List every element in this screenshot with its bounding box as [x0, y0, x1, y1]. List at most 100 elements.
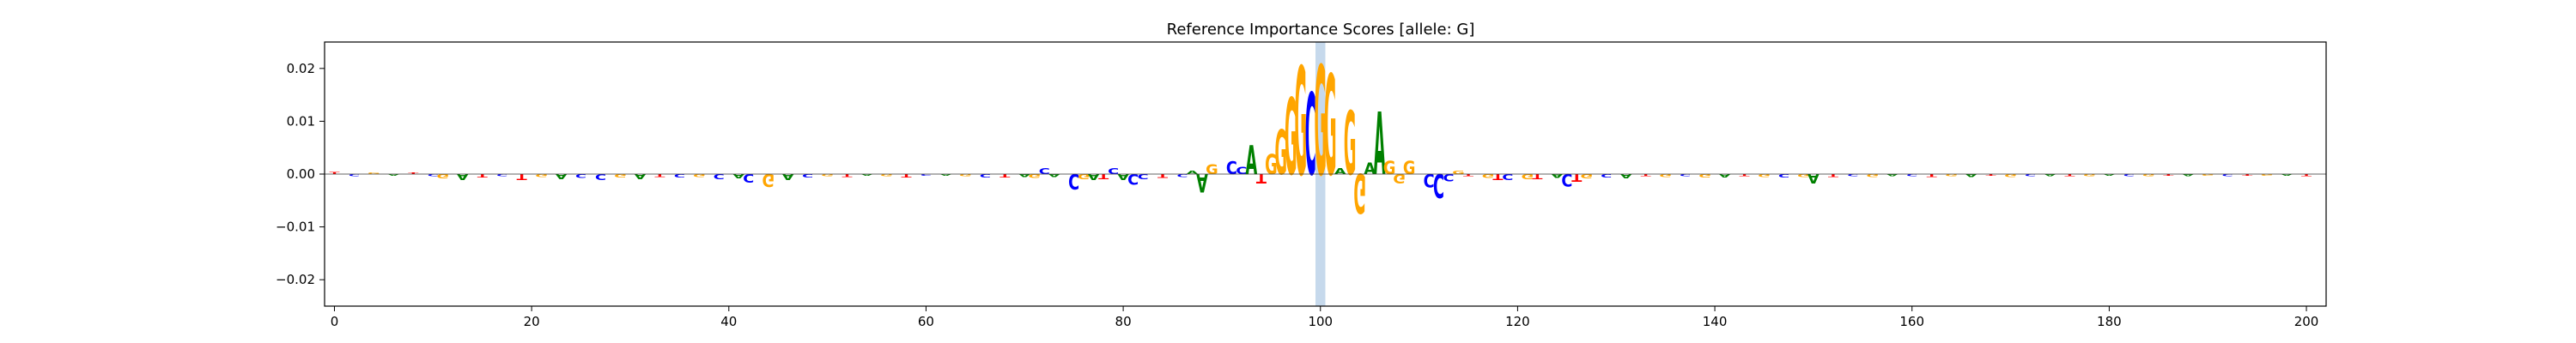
logo-letter-T-152: T — [1828, 173, 1838, 178]
logo-letter-G-64: G — [959, 173, 972, 177]
x-tick-label-20: 20 — [524, 314, 540, 329]
logo-letter-T-33: T — [654, 173, 665, 178]
logo-letter-T-84: T — [1157, 172, 1168, 178]
logo-letter-C-172: C — [2025, 173, 2036, 177]
logo-letter-T-168: T — [1986, 173, 1997, 176]
logo-letter-T-194: T — [2242, 173, 2253, 176]
logo-letter-G-98: G — [1295, 37, 1308, 209]
logo-letter-T-122: T — [1532, 172, 1543, 180]
logo-letter-T-0: T — [329, 172, 340, 175]
logo-letter-C-160: C — [1906, 173, 1917, 177]
logo-letter-A-158: A — [1886, 173, 1899, 177]
logo-letter-A-62: A — [940, 173, 952, 176]
logo-letter-G-127: G — [1581, 172, 1594, 179]
logo-letter-C-79: C — [1108, 167, 1119, 176]
logo-letter-A-70: A — [1018, 173, 1030, 178]
logo-letter-C-129: C — [1601, 172, 1612, 178]
logo-letter-C-125: C — [1561, 170, 1572, 189]
logo-letter-T-115: T — [1463, 173, 1474, 177]
logo-letter-G-76: G — [1078, 172, 1091, 180]
logo-letter-A-73: A — [1048, 173, 1060, 178]
logo-letter-T-186: T — [2163, 173, 2174, 176]
logo-letter-G-108: G — [1393, 171, 1406, 185]
logo-letter-G-95: G — [1265, 150, 1278, 182]
logo-letter-A-88: A — [1196, 168, 1208, 198]
logo-letter-G-164: G — [1945, 173, 1958, 177]
logo-letter-C-91: C — [1226, 159, 1237, 178]
chart-title: Reference Importance Scores [allele: G] — [1167, 21, 1475, 39]
logo-letter-C-66: C — [980, 172, 991, 178]
logo-letter-C-17: C — [496, 173, 507, 177]
logo-letter-C-27: C — [595, 172, 606, 180]
logo-letter-C-10: C — [428, 173, 439, 177]
logo-letter-A-124: A — [1551, 172, 1564, 178]
logo-letter-C-48: C — [802, 172, 813, 178]
logo-letter-G-107: G — [1383, 158, 1396, 179]
logo-letter-G-11: G — [437, 172, 450, 179]
logo-letter-G-37: G — [693, 173, 706, 178]
logo-letter-G-4: G — [368, 172, 380, 175]
logo-letter-A-102: A — [1334, 167, 1347, 177]
logo-letter-G-50: G — [821, 173, 834, 177]
logo-letter-C-192: C — [2222, 173, 2233, 177]
logo-letter-C-112: C — [1433, 166, 1444, 205]
logo-letter-T-118: T — [1492, 172, 1504, 180]
logo-letter-T-126: T — [1571, 172, 1583, 184]
logo-letter-T-52: T — [842, 173, 853, 178]
x-tick-label-40: 40 — [720, 314, 737, 329]
logo-letter-A-93: A — [1246, 138, 1258, 184]
logo-letter-G-103: G — [1344, 95, 1357, 196]
logo-letter-C-25: C — [575, 172, 586, 178]
logo-letter-G-190: G — [2202, 173, 2215, 176]
logo-letter-T-8: T — [408, 172, 419, 175]
logo-letter-G-71: G — [1028, 172, 1041, 178]
logo-letter-G-114: G — [1452, 171, 1465, 176]
logo-letter-T-58: T — [901, 172, 911, 178]
y-tick-label-2: 0.00 — [287, 166, 315, 182]
logo-letter-C-182: C — [2123, 173, 2135, 177]
logo-letter-G-149: G — [1797, 173, 1810, 178]
logo-letter-G-178: G — [2083, 173, 2096, 177]
logo-letter-G-100: G — [1314, 37, 1327, 211]
x-tick-label-100: 100 — [1308, 314, 1333, 329]
logo-letter-A-13: A — [457, 172, 470, 181]
logo-letter-A-188: A — [2182, 173, 2194, 177]
logo-letter-C-154: C — [1847, 173, 1858, 177]
logo-letter-C-137: C — [1680, 173, 1691, 177]
logo-letter-A-166: A — [1965, 173, 1978, 178]
logo-letter-A-174: A — [2044, 173, 2057, 177]
logo-letter-G-156: G — [1867, 173, 1880, 178]
logo-letter-A-77: A — [1088, 172, 1101, 181]
logo-letter-T-133: T — [1641, 173, 1652, 177]
logo-letter-G-117: G — [1482, 172, 1495, 178]
logo-letter-G-121: G — [1522, 172, 1534, 180]
logo-letter-A-46: A — [782, 172, 794, 180]
logo-letter-G-97: G — [1285, 77, 1297, 200]
logo-letter-A-6: A — [388, 173, 400, 176]
logo-letter-A-87: A — [1187, 171, 1200, 176]
x-tick-label-160: 160 — [1899, 314, 1924, 329]
logo-letter-A-31: A — [635, 172, 647, 180]
plot-area: T C GAT CG A T C T G A C C G A T C G C AC G A C G T A G T C A G C T AG A G… — [276, 37, 2327, 329]
logo-letter-G-101: G — [1324, 46, 1337, 207]
logo-letter-C-86: C — [1176, 173, 1188, 178]
y-tick-label-0: −0.02 — [276, 272, 315, 287]
logo-letter-G-96: G — [1275, 118, 1288, 189]
logo-letter-G-170: G — [2004, 173, 2017, 178]
logo-letter-T-176: T — [2064, 173, 2075, 177]
logo-letter-G-44: G — [762, 170, 775, 190]
logo-letter-G-89: G — [1206, 161, 1218, 178]
logo-letter-C-39: C — [714, 172, 725, 180]
logo-letter-C-72: C — [1039, 167, 1050, 177]
logo-letter-A-106: A — [1374, 95, 1386, 195]
logo-letter-T-200: T — [2301, 173, 2312, 177]
logo-letter-G-184: G — [2142, 173, 2155, 177]
logo-letter-G-196: G — [2261, 173, 2274, 176]
logo-letter-C-99: C — [1305, 70, 1316, 202]
logo-letter-T-68: T — [999, 172, 1010, 178]
logo-letter-A-80: A — [1117, 172, 1129, 180]
logo-letter-A-23: A — [556, 172, 568, 180]
logo-letter-G-29: G — [614, 172, 627, 178]
logo-letter-G-139: G — [1698, 172, 1711, 178]
